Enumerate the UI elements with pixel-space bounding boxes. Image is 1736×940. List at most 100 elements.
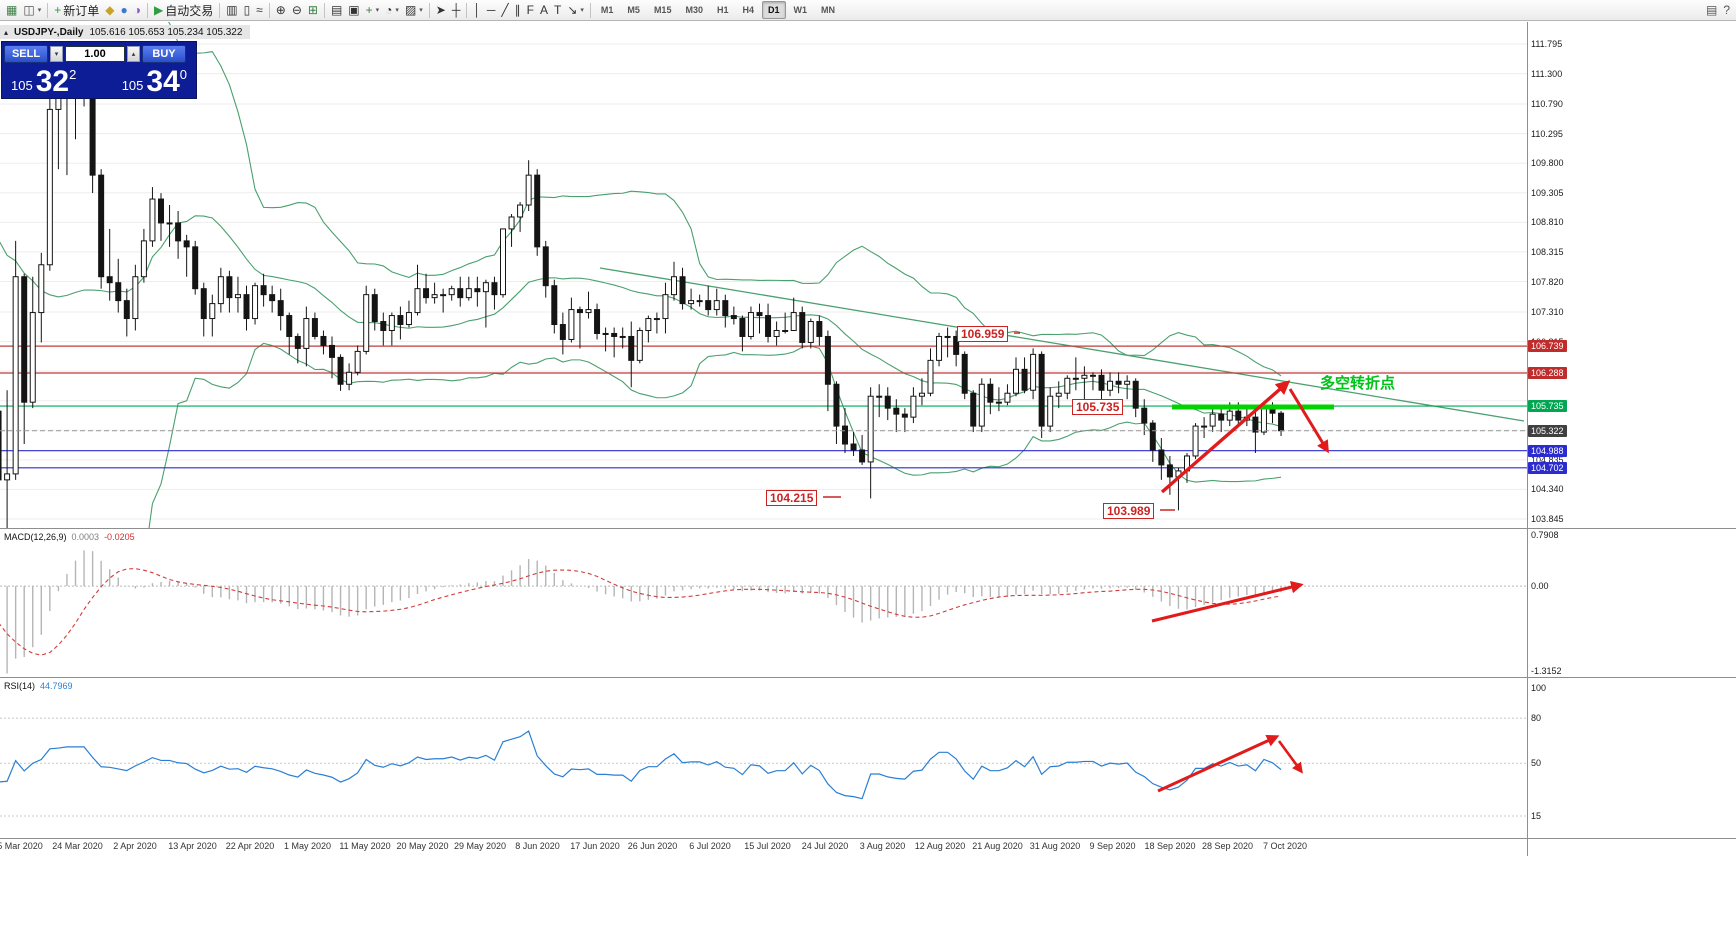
oct-collapse-icon[interactable]: ▴	[4, 27, 9, 37]
time-axis-label: 11 May 2020	[339, 841, 391, 851]
periods-icon[interactable]: ◔ ▾	[382, 1, 402, 19]
time-axis-label: 12 Aug 2020	[914, 841, 966, 851]
channel-icon[interactable]: ∥	[512, 1, 524, 19]
toolbar-separator	[589, 2, 591, 18]
timeframe-h4[interactable]: H4	[742, 5, 754, 15]
time-axis-label: 26 Jun 2020	[627, 841, 678, 851]
macd-scale-label: 0.00	[1531, 581, 1549, 592]
timeframe-m15[interactable]: M15	[653, 5, 672, 15]
text-label-icon[interactable]: T	[551, 1, 564, 19]
macd-name: MACD(12,26,9)	[4, 532, 67, 542]
time-axis-label: 9 Sep 2020	[1089, 841, 1136, 851]
sell-price-prefix: 105	[11, 78, 33, 93]
indicators-icon[interactable]: + ▾	[363, 1, 383, 19]
timeframe-d1[interactable]: D1	[762, 1, 786, 19]
new-order-button[interactable]: + 新订单	[51, 1, 102, 19]
price-tag: 104.702	[1528, 461, 1567, 474]
oct-prices-row: 105 32 2 105 34 0	[4, 65, 194, 98]
new-chart-icon[interactable]: ▦	[3, 1, 20, 19]
price-scale-label: 110.790	[1531, 99, 1563, 110]
time-axis-label: 15 Jul 2020	[744, 841, 791, 851]
bar-chart-icon[interactable]: ▥	[223, 1, 240, 19]
price-scale-label: 110.295	[1531, 128, 1563, 139]
toolbar-separator	[146, 2, 148, 18]
tile-windows-icon[interactable]: ⊞	[305, 1, 321, 19]
templates-icon[interactable]: ▨ ▾	[402, 1, 426, 19]
price-scale-label: 108.315	[1531, 246, 1564, 257]
data-window-icon-glyph: ◑	[133, 3, 141, 17]
print-icon[interactable]: ▤	[1703, 1, 1720, 19]
text-icon[interactable]: A	[537, 1, 551, 19]
price-scale-label: 107.820	[1531, 276, 1564, 287]
profiles-icon[interactable]: ◫ ▾	[20, 1, 44, 19]
crosshair-icon-glyph: ┼	[451, 3, 461, 17]
volume-up-button[interactable]: ▴	[127, 46, 140, 62]
timeframe-m5[interactable]: M5	[627, 5, 640, 15]
rsi-scale-label: 80	[1531, 713, 1542, 724]
price-scale-label: 107.310	[1531, 306, 1564, 317]
timeframe-h1[interactable]: H1	[716, 5, 729, 15]
trendline-icon[interactable]: ╱	[498, 1, 511, 19]
templates-icon-glyph: ▨	[404, 3, 417, 17]
price-tag: 104.988	[1528, 444, 1567, 457]
price-callout: 106.959	[957, 326, 1009, 342]
buy-button[interactable]: BUY	[142, 45, 186, 63]
price-callout: 104.215	[766, 490, 818, 506]
chevron-down-icon: ▾	[395, 7, 399, 14]
macd-main-value: 0.0003	[71, 532, 100, 542]
timeframe-mn[interactable]: MN	[821, 5, 836, 15]
trendline-icon-glyph: ╱	[501, 3, 509, 17]
help-icon[interactable]: ?	[1720, 1, 1733, 19]
candle-chart-icon[interactable]: ▯	[241, 1, 254, 19]
toolbar-right: ▤?	[1703, 1, 1733, 19]
volume-input[interactable]	[65, 46, 125, 62]
tile-windows-icon-glyph: ⊞	[307, 3, 318, 17]
chart-title-strip: ▴ USDJPY-,Daily 105.616 105.653 105.234 …	[0, 25, 251, 39]
zoom-in-icon[interactable]: ⊕	[273, 1, 289, 19]
macd-scale-label: 0.7908	[1531, 530, 1559, 540]
timeframe-w1[interactable]: W1	[793, 5, 808, 15]
auto-trading-button-label: 自动交易	[165, 3, 214, 18]
price-tag: 105.322	[1528, 424, 1567, 437]
buy-price-sup: 0	[179, 67, 187, 82]
timeframe-m1[interactable]: M1	[600, 5, 614, 15]
sell-button[interactable]: SELL	[4, 45, 48, 63]
price-scale-label: 104.835	[1531, 454, 1564, 465]
time-axis-label: 24 Mar 2020	[52, 841, 103, 851]
oct-buttons-row: SELL ▾ ▴ BUY	[4, 44, 194, 64]
arrange-windows-icon[interactable]: ▣	[345, 1, 362, 19]
volume-down-button[interactable]: ▾	[50, 46, 63, 62]
toolbar: ▦ ◫ ▾ + 新订单 ◆ ● ◑ ▶ 自动交易 ▥ ▯ ≈ ⊕ ⊖ ⊞ ▤ ▣ + ▾ ◔ ▾ ▨ ▾ ➤ ┼ │ ─ ╱ ∥ F A T ↘ ▾…	[0, 0, 1736, 21]
sell-price[interactable]: 105 32 2	[11, 65, 76, 98]
market-watch-icon[interactable]: ●	[117, 1, 130, 19]
buy-price[interactable]: 105 34 0	[122, 65, 187, 98]
timeframe-m30[interactable]: M30	[685, 5, 703, 15]
cursor-icon[interactable]: ➤	[433, 1, 449, 19]
time-axis-label: 6 Jul 2020	[689, 841, 731, 851]
arrange-windows-icon-glyph: ▣	[348, 3, 360, 17]
arrows-icon[interactable]: ↘ ▾	[564, 1, 587, 19]
line-chart-icon[interactable]: ≈	[253, 1, 266, 19]
crosshair-icon[interactable]: ┼	[449, 1, 464, 19]
price-scale-label: 103.845	[1531, 514, 1564, 524]
zoom-out-icon[interactable]: ⊖	[289, 1, 305, 19]
help-icon-glyph: ?	[1723, 3, 1730, 17]
candle-chart-icon-glyph: ▯	[243, 3, 251, 17]
time-axis-label: 8 Jun 2020	[515, 841, 560, 851]
fibonacci-icon-glyph: F	[526, 3, 534, 17]
fibonacci-icon[interactable]: F	[524, 1, 537, 19]
cascade-windows-icon-glyph: ▤	[330, 3, 343, 17]
zoom-in-icon-glyph: ⊕	[275, 3, 286, 17]
price-scale-label: 111.300	[1531, 68, 1563, 79]
data-window-icon[interactable]: ◑	[131, 1, 144, 19]
cursor-icon-glyph: ➤	[435, 3, 446, 17]
horizontal-line-icon[interactable]: ─	[484, 1, 499, 19]
favorites-icon[interactable]: ◆	[102, 1, 117, 19]
vertical-line-icon[interactable]: │	[470, 1, 484, 19]
horizontal-line-icon-glyph: ─	[486, 3, 496, 17]
auto-trading-button[interactable]: ▶ 自动交易	[151, 1, 216, 19]
price-callout: 103.989	[1103, 503, 1155, 519]
cascade-windows-icon[interactable]: ▤	[328, 1, 345, 19]
